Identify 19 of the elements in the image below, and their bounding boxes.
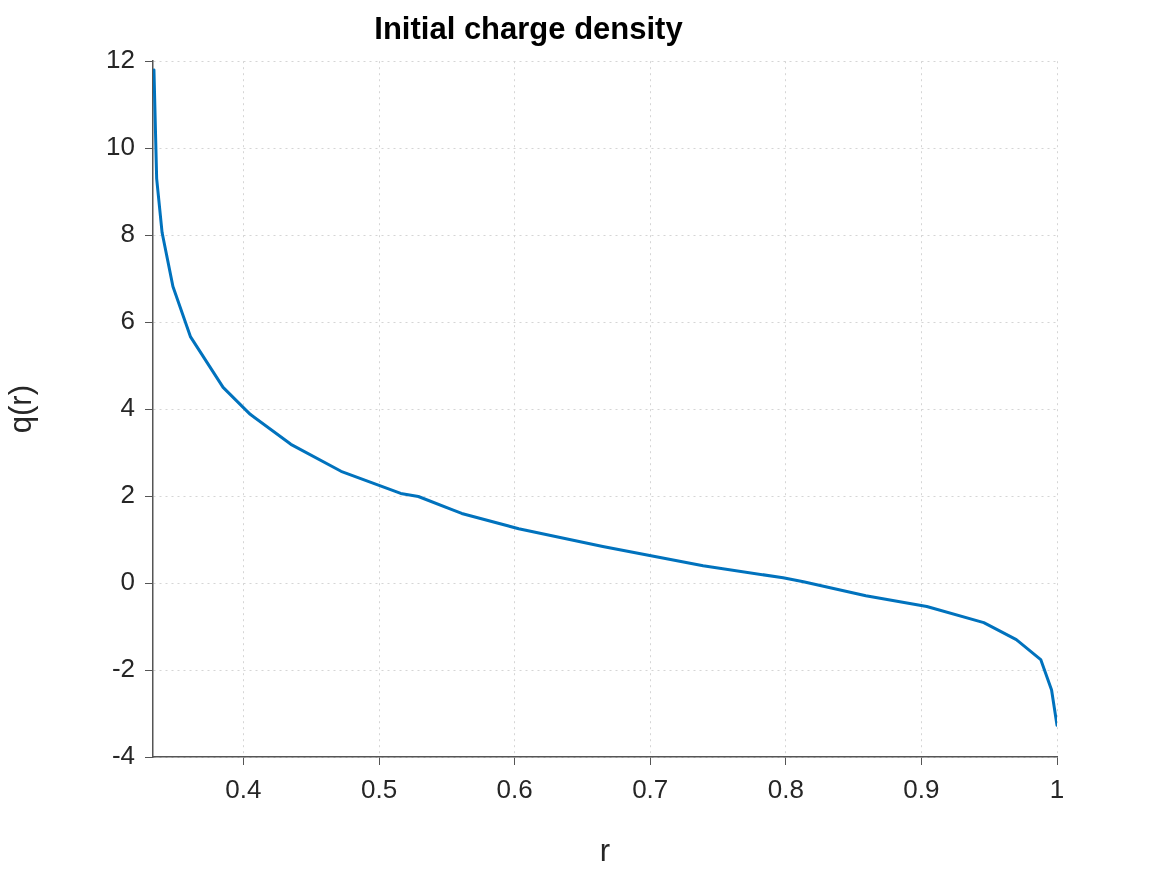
y-tick-label: 0: [120, 566, 135, 597]
x-tick-label: 0.4: [225, 773, 262, 804]
y-tick-label: 8: [120, 218, 135, 249]
x-tick-label: 0.5: [360, 773, 398, 804]
y-tick-label: -2: [111, 653, 135, 684]
y-tick-label: -4: [111, 740, 135, 771]
x-tick-label: 0.9: [903, 773, 940, 804]
x-tick-label: 0.6: [496, 773, 533, 804]
y-tick-label: 6: [120, 305, 135, 336]
y-tick-label: 12: [106, 44, 135, 75]
x-tick-label: 0.7: [632, 773, 669, 804]
x-tick-label: 1: [1049, 773, 1065, 804]
x-axis-title: r: [599, 832, 611, 868]
y-axis-title: q(r): [3, 384, 39, 434]
x-tick-label: 0.8: [767, 773, 804, 804]
y-tick-label: 2: [120, 479, 135, 510]
chart-title: Initial charge density: [374, 11, 684, 47]
y-tick-label: 4: [120, 392, 135, 423]
y-tick-label: 10: [106, 131, 135, 162]
